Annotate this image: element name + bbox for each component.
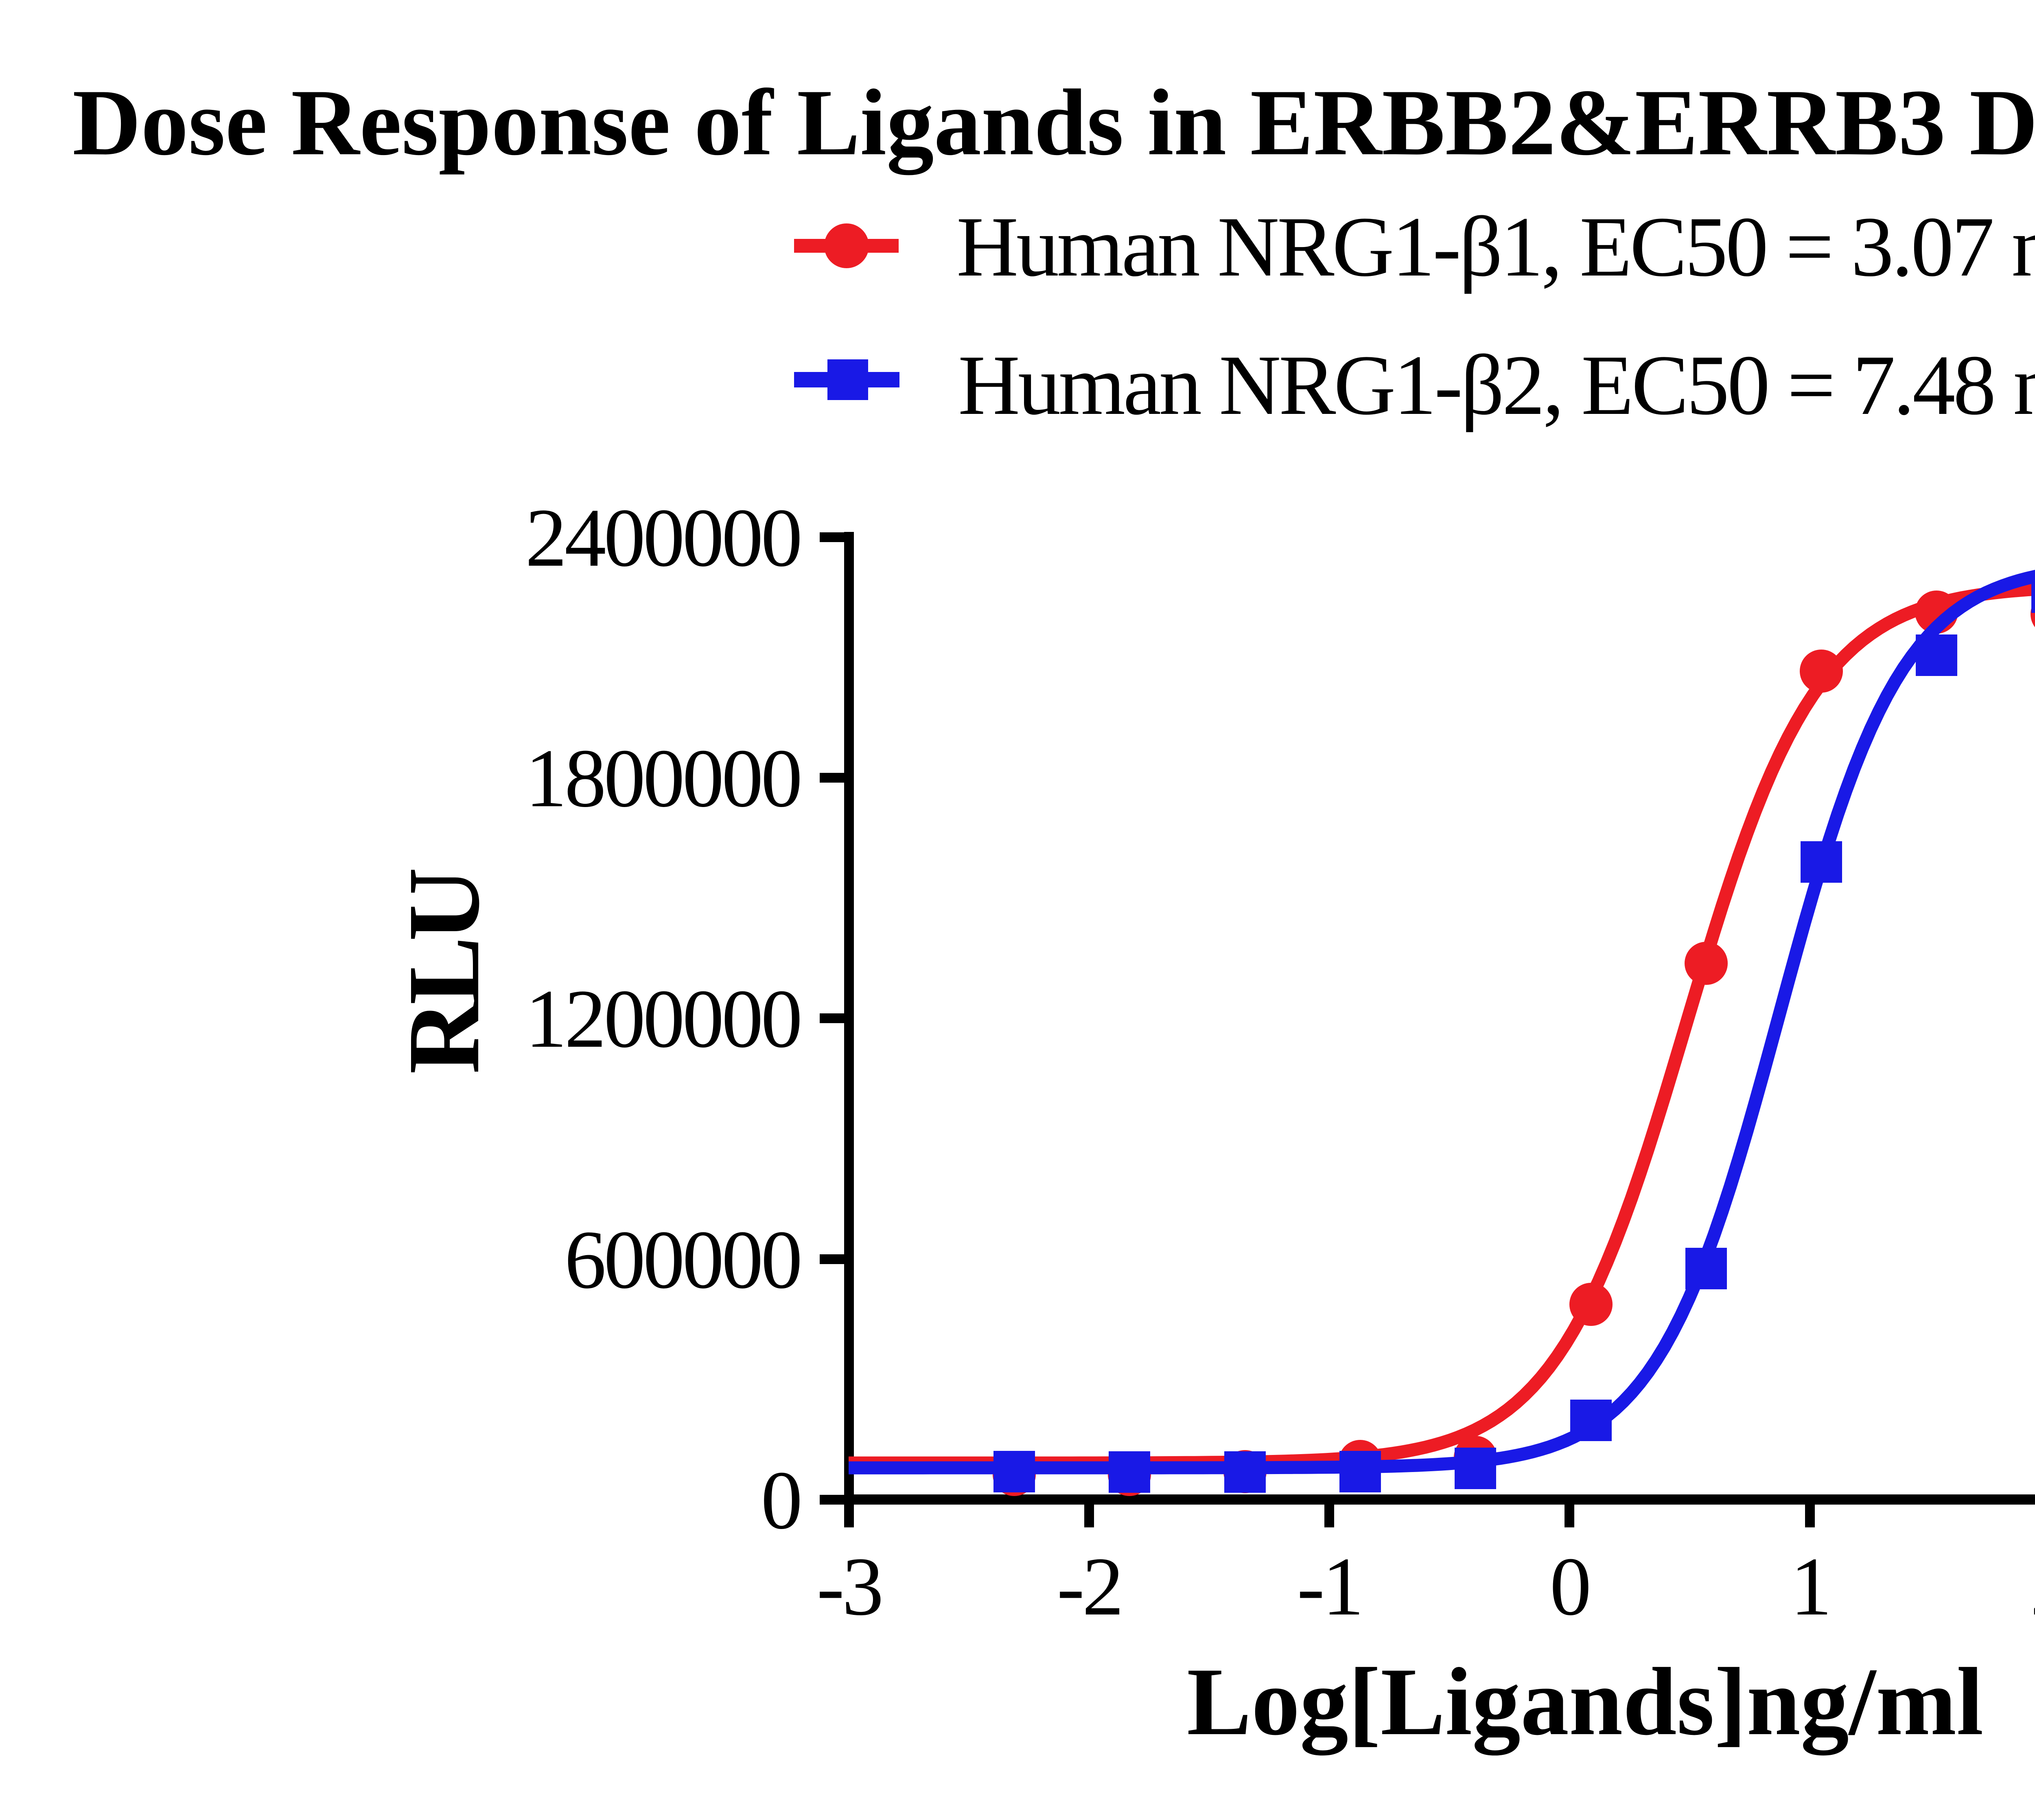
svg-text:600000: 600000: [565, 1214, 800, 1306]
svg-text:2400000: 2400000: [525, 492, 801, 584]
svg-text:Dose Response of Ligands in ER: Dose Response of Ligands in ERBB2&ERRB3 …: [72, 59, 2035, 175]
svg-text:-3: -3: [817, 1540, 882, 1633]
svg-text:2: 2: [2031, 1540, 2035, 1633]
svg-text:Human NRG1-β2, EC50 = 7.48 ng/: Human NRG1-β2, EC50 = 7.48 ng/ml: [958, 337, 2035, 433]
svg-text:1800000: 1800000: [525, 732, 801, 825]
svg-text:-2: -2: [1057, 1540, 1122, 1633]
svg-text:RLU: RLU: [387, 870, 501, 1074]
svg-text:Log[Ligands]ng/ml: Log[Ligands]ng/ml: [1187, 1648, 1983, 1755]
svg-text:1200000: 1200000: [525, 973, 801, 1065]
svg-text:0: 0: [1550, 1540, 1589, 1633]
svg-text:1: 1: [1790, 1540, 1830, 1633]
svg-text:0: 0: [761, 1454, 801, 1547]
svg-text:Human NRG1-β1, EC50 = 3.07 ng/: Human NRG1-β1, EC50 = 3.07 ng/ml: [956, 199, 2035, 294]
svg-text:-1: -1: [1297, 1540, 1362, 1633]
